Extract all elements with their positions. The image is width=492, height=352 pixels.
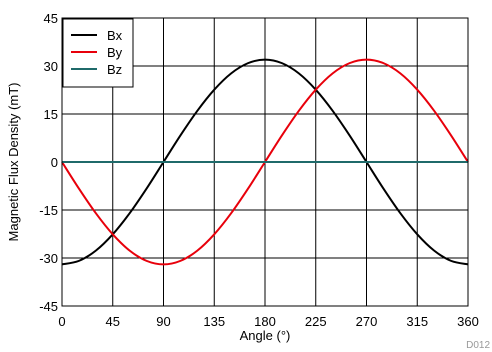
y-tick-label: -15 [39,203,58,218]
figure-id: D012 [466,340,490,351]
x-tick-label: 0 [58,314,65,329]
y-tick-label: 30 [44,59,58,74]
x-tick-label: 90 [156,314,170,329]
x-tick-label: 135 [203,314,225,329]
x-tick-label: 225 [305,314,327,329]
legend: Bx By Bz [63,19,133,87]
x-tick-label: 315 [406,314,428,329]
legend-label-bz: Bz [107,62,122,77]
y-tick-label: 45 [44,11,58,26]
y-tick-label: -30 [39,251,58,266]
x-axis-label: Angle (°) [240,328,291,343]
x-tick-labels: 0 45 90 135 180 225 270 315 360 [58,314,478,329]
y-tick-labels: 45 30 15 0 -15 -30 -45 [39,11,58,314]
legend-label-bx: Bx [107,28,123,43]
x-tick-label: 180 [254,314,276,329]
x-tick-label: 360 [457,314,479,329]
y-axis-label: Magnetic Flux Density (mT) [6,83,21,242]
x-tick-label: 45 [106,314,120,329]
y-tick-label: 15 [44,107,58,122]
y-tick-label: -45 [39,299,58,314]
x-tick-label: 270 [356,314,378,329]
y-tick-label: 0 [51,155,58,170]
legend-label-by: By [107,45,123,60]
